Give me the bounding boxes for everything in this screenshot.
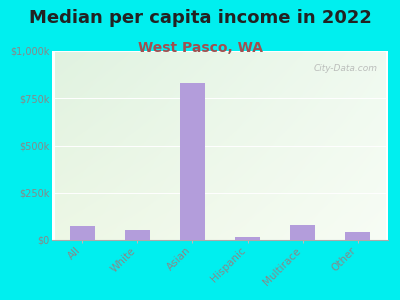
Text: West Pasco, WA: West Pasco, WA [138,40,262,55]
Bar [70,226,95,240]
Bar [345,232,370,240]
Text: City-Data.com: City-Data.com [314,64,378,73]
Bar [180,83,205,240]
Bar [125,230,150,240]
Text: Median per capita income in 2022: Median per capita income in 2022 [28,9,372,27]
Bar [235,237,260,240]
Bar [290,225,315,240]
